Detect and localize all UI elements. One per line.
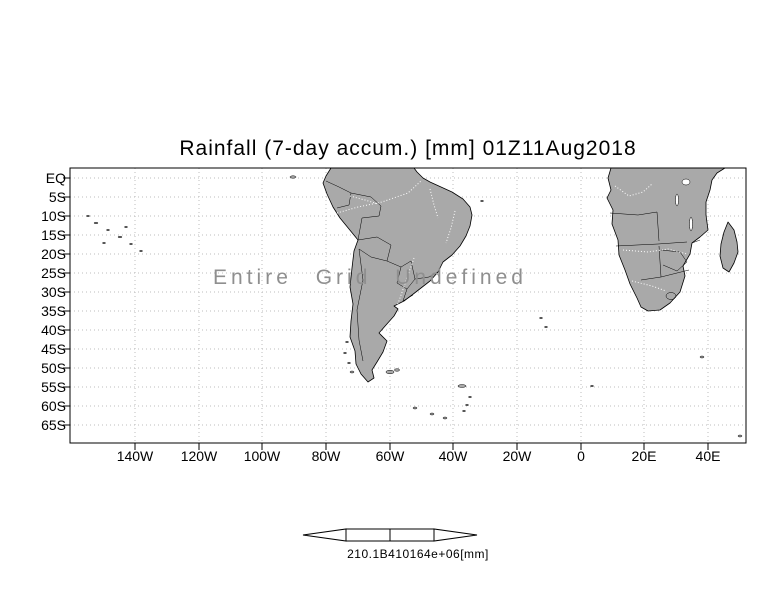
- land-africa: [606, 167, 726, 312]
- lon-label: 40E: [695, 448, 721, 464]
- lon-label: 40W: [438, 448, 468, 464]
- rivers: [336, 180, 688, 307]
- lon-label: 140W: [116, 448, 154, 464]
- lat-label: 55S: [41, 379, 66, 395]
- lat-label: 50S: [41, 360, 66, 376]
- lon-label: 80W: [311, 448, 341, 464]
- axis-ticks: [63, 177, 709, 450]
- lat-label: EQ: [45, 170, 66, 186]
- lat-label: 65S: [41, 417, 66, 433]
- colorbar: [302, 528, 478, 542]
- lon-label: 100W: [243, 448, 281, 464]
- lat-label: 40S: [41, 322, 66, 338]
- lon-label: 0: [577, 448, 585, 464]
- lon-label: 20W: [502, 448, 532, 464]
- colorbar-label: 210.1B410164e+06[mm]: [347, 547, 489, 561]
- lon-label: 120W: [180, 448, 218, 464]
- lat-label: 35S: [41, 303, 66, 319]
- colorbar-right-arrow: [433, 528, 478, 542]
- lat-label: 10S: [41, 208, 66, 224]
- map-frame: [69, 167, 747, 444]
- land-south-america: [322, 167, 473, 383]
- lat-label: 60S: [41, 398, 66, 414]
- colorbar-left-arrow: [302, 528, 347, 542]
- lon-label: 60W: [375, 448, 405, 464]
- lon-label: 20E: [631, 448, 657, 464]
- lat-label: 30S: [41, 284, 66, 300]
- lakes: [675, 178, 693, 232]
- lat-label: 25S: [41, 265, 66, 281]
- land-madagascar: [719, 221, 739, 273]
- gridlines: [70, 168, 746, 443]
- lat-label: 5S: [48, 189, 66, 205]
- plot-title: Rainfall (7-day accum.) [mm] 01Z11Aug201…: [179, 137, 637, 160]
- country-borders: [325, 180, 701, 362]
- islands: [86, 175, 743, 438]
- lat-label: 45S: [41, 341, 66, 357]
- landmasses: [322, 167, 739, 383]
- entire-grid-undefined-watermark: Entire Grid Undefined: [213, 266, 527, 289]
- lat-label: 20S: [41, 246, 66, 262]
- lat-label: 15S: [41, 227, 66, 243]
